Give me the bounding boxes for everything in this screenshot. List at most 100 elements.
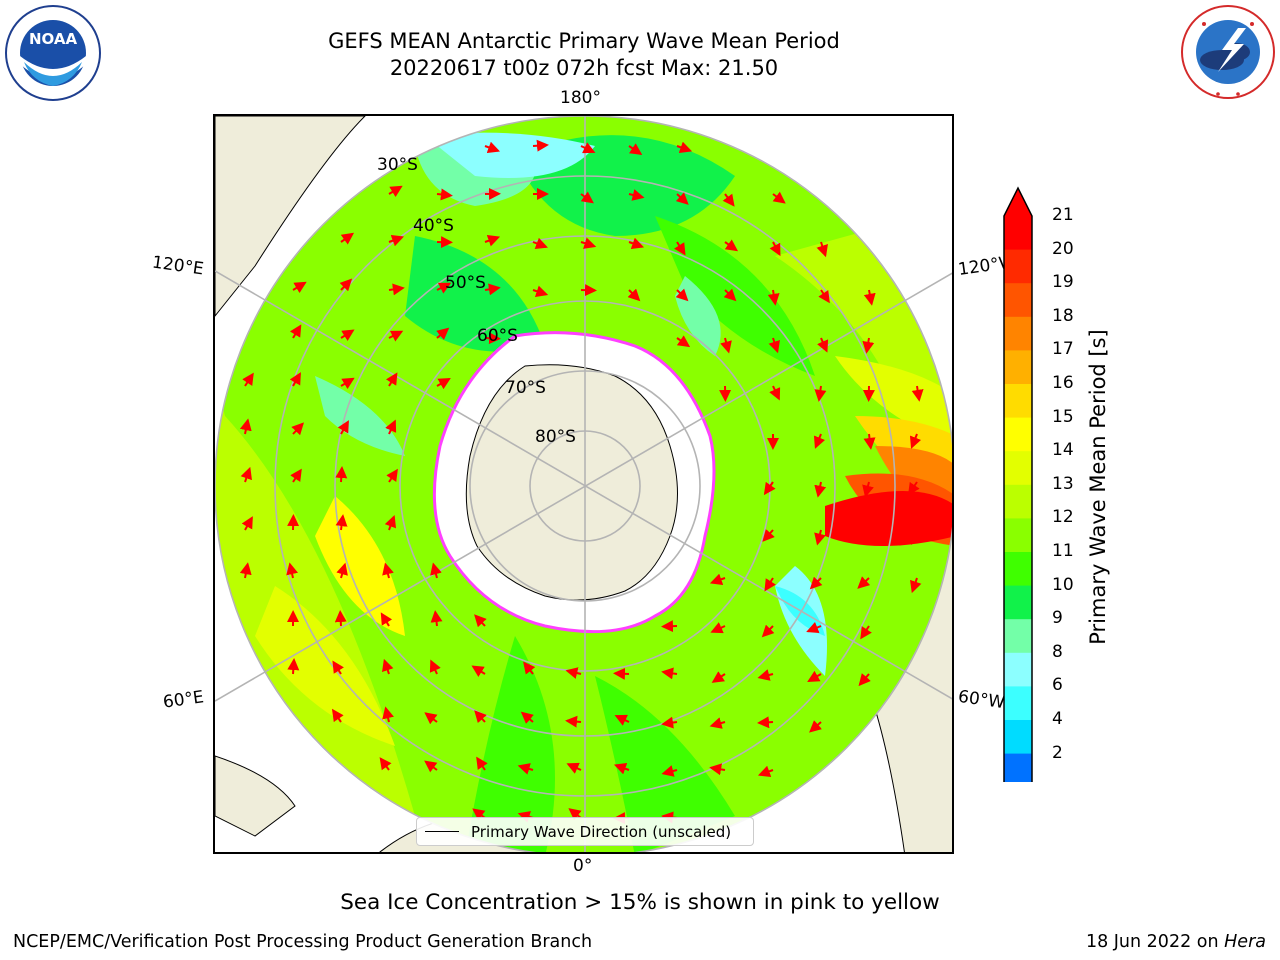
wave-arrow — [565, 715, 582, 728]
colorbar-tick-label: 11 — [1052, 541, 1074, 561]
wave-arrow — [709, 763, 726, 776]
colorbar-tick-label: 17 — [1052, 339, 1074, 360]
wave-arrow — [709, 717, 726, 729]
wave-arrow — [436, 378, 451, 390]
wave-arrow — [675, 192, 689, 205]
wave-arrow — [239, 562, 252, 579]
wave-arrow — [382, 706, 394, 723]
colorbar-band — [1004, 552, 1032, 587]
wave-arrow — [517, 763, 534, 775]
colorbar-tick-label: 16 — [1052, 373, 1074, 393]
wave-arrow — [767, 289, 780, 306]
lat-label-30s: 30°S — [377, 155, 418, 175]
wave-arrow — [761, 624, 775, 638]
wave-direction-arrows — [239, 139, 924, 825]
wave-arrow — [809, 576, 823, 590]
colorbar-tick-label: 2 — [1052, 742, 1063, 763]
wave-arrow — [860, 625, 872, 640]
wave-arrow — [863, 433, 876, 450]
map-panel: 30°S 40°S 50°S 60°S 70°S 80°S — [213, 114, 954, 854]
wave-arrow — [675, 288, 689, 302]
wave-arrow — [676, 141, 693, 153]
wave-arrow — [472, 808, 486, 821]
lat-label-70s: 70°S — [505, 378, 546, 398]
lon-label-60w: 60°W — [956, 686, 1007, 714]
wave-arrow — [813, 433, 826, 449]
wave-arrow — [661, 765, 678, 777]
wave-arrow — [711, 671, 726, 683]
wave-arrow — [676, 335, 691, 348]
wave-arrow — [613, 762, 630, 775]
colorbar-ticks: 21 20 19 18 17 16 15 14 13 12 11 10 9 8 6 4 2 — [1052, 0, 1092, 960]
wave-arrow — [565, 667, 582, 679]
wave-arrow — [340, 377, 355, 390]
wave-arrow — [388, 330, 404, 342]
colorbar-band — [1004, 518, 1032, 553]
lon-label-120e: 120°E — [150, 252, 205, 280]
wave-arrow — [476, 756, 488, 771]
colorbar-tick-label: 15 — [1052, 406, 1074, 427]
wave-arrow — [910, 577, 922, 594]
colorbar-band — [1004, 720, 1032, 755]
chart-title: GEFS MEAN Antarctic Primary Wave Mean Pe… — [328, 29, 840, 53]
wave-arrow — [289, 372, 301, 387]
wave-arrow — [335, 466, 348, 483]
wave-arrow — [424, 760, 438, 773]
wave-arrow — [908, 481, 920, 496]
wave-arrow — [816, 241, 828, 258]
wave-arrow — [757, 765, 774, 778]
wave-arrow — [430, 610, 443, 627]
wave-arrow — [661, 667, 678, 680]
wave-arrow — [909, 529, 922, 545]
wave-arrow — [862, 337, 875, 354]
wave-arrow — [380, 612, 393, 627]
wave-arrow — [334, 610, 347, 627]
wave-arrow — [627, 288, 641, 302]
lat-label-60s: 60°S — [477, 326, 518, 346]
wave-arrow — [628, 143, 643, 155]
colorbar-band — [1004, 384, 1032, 419]
wave-arrow — [814, 529, 826, 546]
wave-arrow — [768, 337, 780, 354]
legend-line-sample — [425, 831, 459, 832]
wave-arrow — [340, 329, 355, 341]
colorbar-tick-label: 18 — [1052, 305, 1074, 326]
wave-arrow — [772, 191, 786, 204]
wave-arrow — [339, 278, 353, 292]
colorbar-band — [1004, 216, 1032, 251]
wave-arrow — [809, 720, 823, 733]
wave-arrow — [614, 714, 630, 726]
wave-arrow — [436, 282, 452, 294]
wave-arrow — [484, 332, 501, 345]
wave-arrow — [291, 422, 304, 436]
wave-arrow — [674, 241, 686, 256]
footer-credit: NCEP/EMC/Verification Post Processing Pr… — [13, 932, 593, 952]
wave-arrow — [239, 418, 252, 435]
wave-arrow — [806, 621, 822, 634]
colorbar-tick-label: 20 — [1052, 238, 1074, 259]
wave-arrow — [332, 660, 344, 675]
wave-arrow — [909, 433, 922, 449]
legend-label: Primary Wave Direction (unscaled) — [471, 822, 732, 841]
wave-arrow — [613, 667, 630, 680]
colorbar-tick-label: 12 — [1052, 507, 1074, 528]
wave-arrow — [814, 481, 827, 498]
wave-arrow — [580, 142, 596, 154]
colorbar-band — [1004, 249, 1032, 284]
wave-arrow — [857, 528, 871, 542]
wave-arrow — [807, 670, 822, 682]
lat-label-80s: 80°S — [535, 427, 576, 447]
wave-arrow — [628, 189, 645, 201]
polar-map: 30°S 40°S 50°S 60°S 70°S 80°S — [215, 116, 952, 852]
wave-arrow — [429, 659, 441, 675]
colorbar-band — [1004, 316, 1032, 351]
wave-arrow — [566, 762, 582, 774]
wave-arrow — [814, 385, 827, 402]
colorbar-band — [1004, 350, 1032, 385]
lat-label-50s: 50°S — [445, 273, 486, 293]
colorbar-tick-label: 10 — [1052, 574, 1074, 595]
colorbar — [1000, 186, 1040, 817]
colorbar-tick-label: 9 — [1052, 608, 1063, 629]
wave-arrow — [580, 237, 597, 249]
wave-arrow — [710, 622, 726, 634]
